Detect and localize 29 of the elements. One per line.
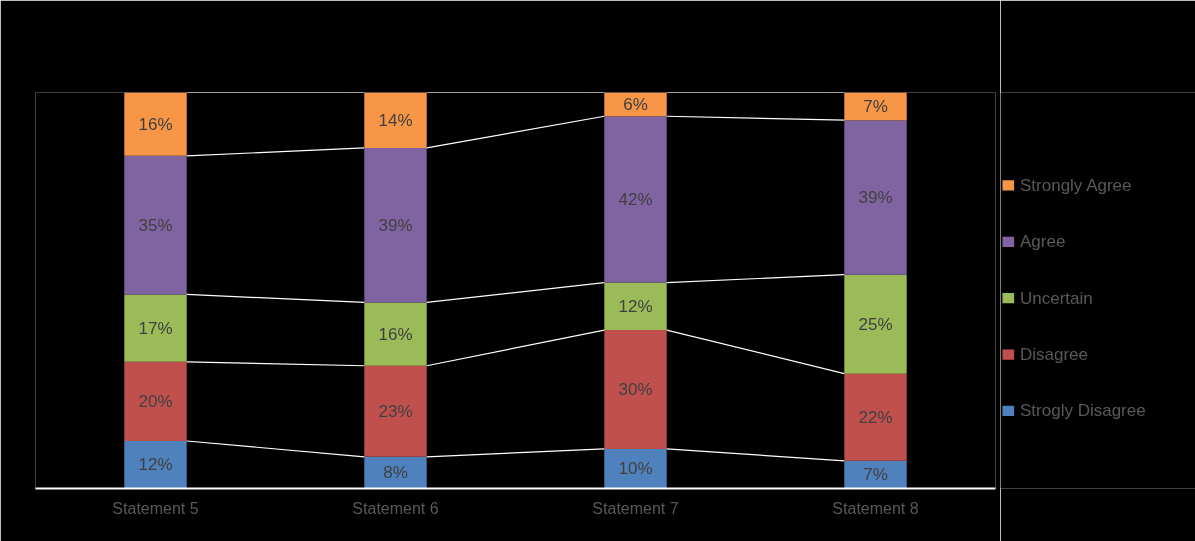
data-label: 8%: [383, 463, 408, 483]
data-label: 12%: [138, 455, 173, 475]
legend-label: Agree: [1020, 232, 1066, 252]
x-tick-label: Statement 5: [112, 499, 199, 517]
data-label: 30%: [618, 380, 653, 399]
data-label: 16%: [138, 114, 173, 134]
data-label: 20%: [138, 391, 173, 411]
data-label: 23%: [378, 401, 413, 421]
x-tick-label: Statement 8: [832, 499, 919, 517]
data-label: 25%: [858, 314, 893, 334]
legend-label: Disagree: [1020, 345, 1089, 365]
legend-label: Strongly Agree: [1020, 175, 1132, 195]
data-label: 6%: [623, 94, 648, 114]
data-label: 17%: [138, 318, 173, 338]
legend-label: Uncertain: [1020, 288, 1093, 308]
data-label: 7%: [863, 465, 888, 485]
data-label: 22%: [858, 407, 893, 427]
x-tick-label: Statement 6: [352, 499, 439, 517]
data-label: 7%: [863, 96, 888, 116]
data-label: 14%: [378, 110, 413, 130]
data-label: 16%: [378, 324, 413, 344]
data-label: 12%: [618, 296, 653, 316]
data-label: 42%: [618, 189, 653, 209]
data-label: 10%: [618, 459, 653, 479]
data-label: 35%: [138, 215, 173, 235]
legend-label: Strogly Disagree: [1020, 401, 1146, 421]
data-label: 39%: [858, 187, 893, 207]
x-tick-label: Statement 7: [592, 499, 679, 517]
data-label: 39%: [378, 215, 413, 235]
